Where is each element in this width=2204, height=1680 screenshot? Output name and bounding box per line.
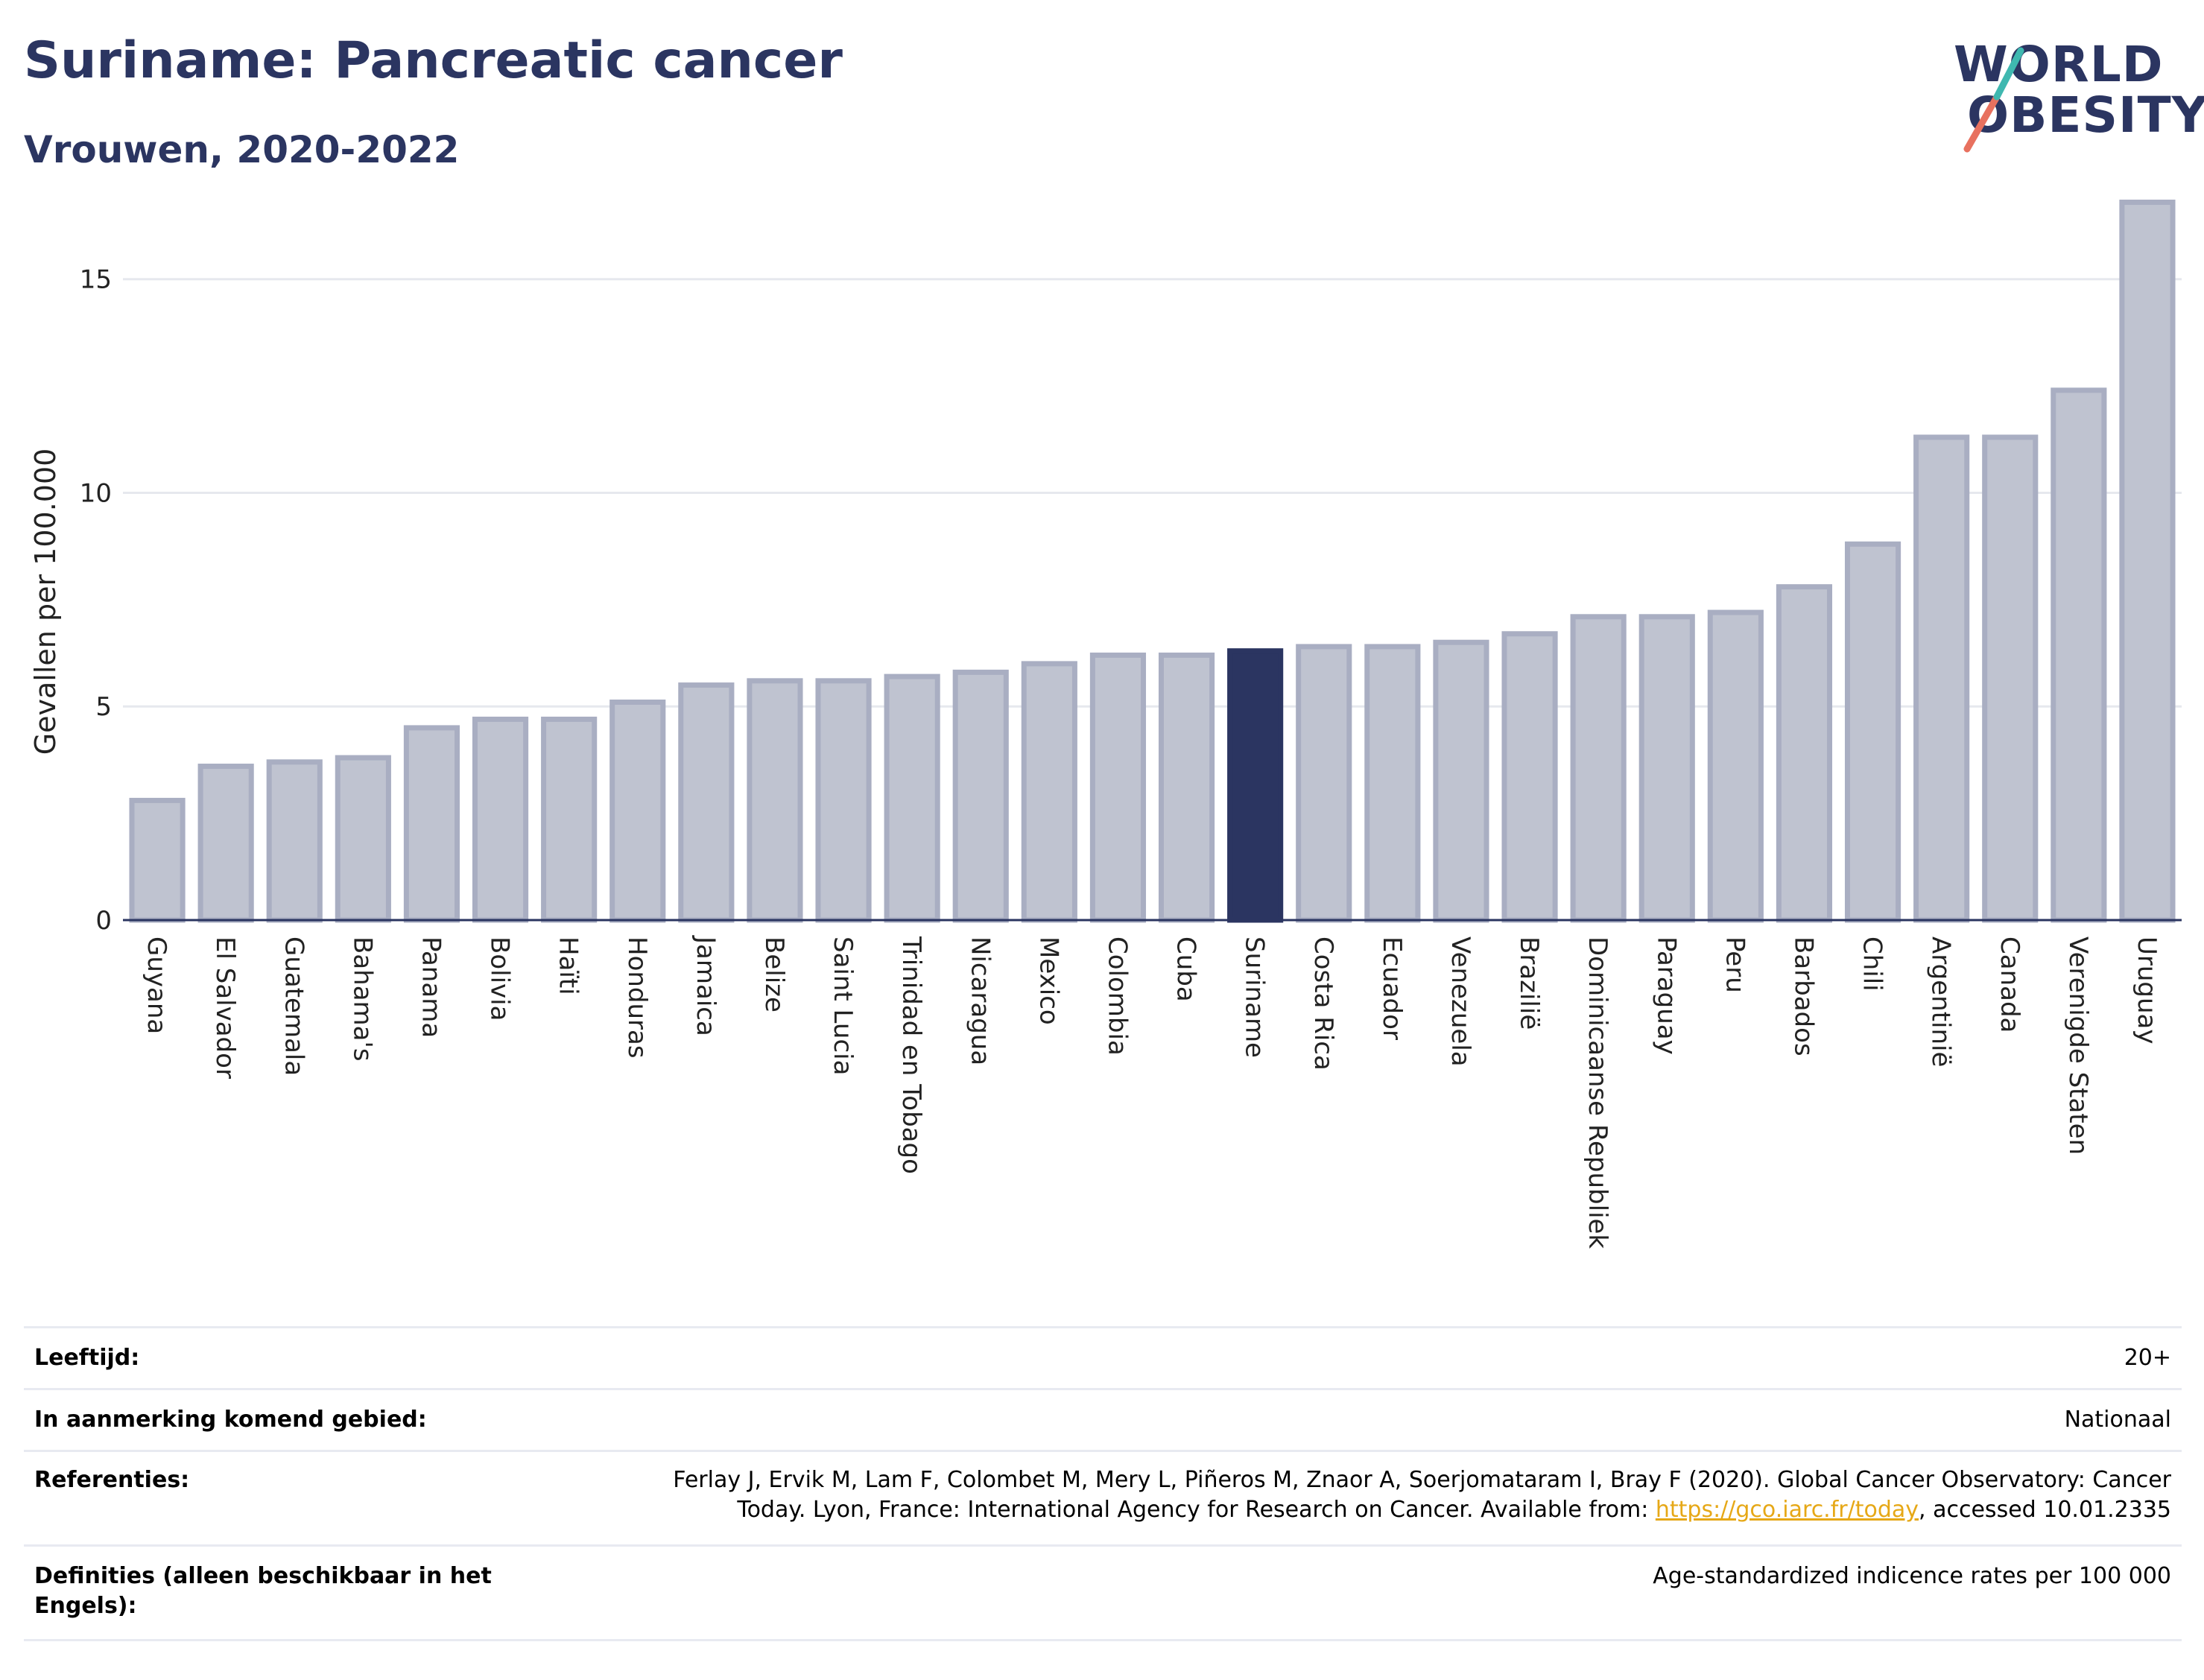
bar bbox=[1296, 644, 1352, 923]
bar bbox=[1089, 652, 1147, 923]
references-line-2: Today. Lyon, France: International Agenc… bbox=[607, 1495, 2171, 1525]
references-label: Referenties: bbox=[34, 1467, 190, 1493]
age-label: Leeftijd: bbox=[34, 1345, 140, 1371]
x-tick-label: Peru bbox=[1720, 936, 1749, 993]
world-obesity-logo: WORLD OBESITY bbox=[1937, 21, 2204, 170]
info-row-area: In aanmerking komend gebied: Nationaal bbox=[24, 1388, 2182, 1450]
page-subtitle: Vrouwen, 2020-2022 bbox=[24, 128, 460, 171]
bar bbox=[678, 682, 735, 923]
bar bbox=[197, 764, 254, 923]
bar bbox=[266, 759, 323, 923]
x-tick-label: Uruguay bbox=[2132, 936, 2162, 1045]
x-tick-label: Panama bbox=[416, 936, 446, 1038]
x-tick-label: Honduras bbox=[622, 936, 652, 1059]
x-tick-label: Haïti bbox=[554, 936, 583, 995]
y-tick-label: 5 bbox=[95, 692, 112, 722]
bar bbox=[1638, 614, 1695, 923]
x-tick-label: El Salvador bbox=[210, 936, 240, 1079]
bar bbox=[1844, 541, 1901, 923]
x-tick-label: Jamaica bbox=[691, 935, 721, 1036]
bar bbox=[403, 725, 460, 923]
x-tick-label: Venezuela bbox=[1445, 936, 1475, 1067]
x-tick-label: Belize bbox=[759, 936, 789, 1012]
definitions-label: Definities (alleen beschikbaar in het En… bbox=[34, 1563, 492, 1619]
x-tick-label: Chili bbox=[1858, 936, 1887, 992]
bar bbox=[1433, 639, 1489, 923]
x-tick-label: Colombia bbox=[1102, 936, 1132, 1056]
bar bbox=[1982, 434, 2039, 923]
info-row-definitions: Definities (alleen beschikbaar in het En… bbox=[24, 1544, 2182, 1641]
bar bbox=[1570, 614, 1627, 923]
definitions-value: Age-standardized indicence rates per 100… bbox=[1653, 1563, 2171, 1589]
bar bbox=[2119, 199, 2176, 923]
bar bbox=[884, 673, 940, 923]
x-tick-label: Paraguay bbox=[1651, 936, 1681, 1055]
logo-text-obesity: OBESITY bbox=[1967, 86, 2204, 144]
x-tick-label: Mexico bbox=[1033, 936, 1063, 1025]
references-accessed: , accessed 10.01.2335 bbox=[1919, 1497, 2171, 1523]
bar bbox=[1501, 631, 1558, 923]
x-tick-label: Guyana bbox=[142, 936, 171, 1034]
bar bbox=[472, 716, 529, 923]
references-value: Ferlay J, Ervik M, Lam F, Colombet M, Me… bbox=[607, 1465, 2171, 1525]
bar bbox=[1227, 648, 1284, 923]
x-tick-label: Cuba bbox=[1171, 936, 1201, 1002]
area-label: In aanmerking komend gebied: bbox=[34, 1407, 427, 1433]
y-tick-label: 10 bbox=[80, 478, 112, 508]
info-table: Leeftijd: 20+ In aanmerking komend gebie… bbox=[24, 1326, 2182, 1641]
logo-slash-icon bbox=[1963, 47, 2024, 153]
x-tick-label: Nicaragua bbox=[965, 936, 995, 1065]
x-tick-label: Dominicaanse Republiek bbox=[1583, 936, 1612, 1249]
bar bbox=[815, 678, 872, 923]
x-tick-label: Costa Rica bbox=[1308, 936, 1338, 1071]
y-axis-label: Gevallen per 100.000 bbox=[29, 448, 62, 755]
y-tick-label: 0 bbox=[95, 906, 112, 936]
x-tick-label: Saint Lucia bbox=[828, 936, 858, 1075]
bar bbox=[1021, 661, 1077, 923]
x-tick-label: Guatemala bbox=[279, 936, 308, 1076]
references-line-1: Ferlay J, Ervik M, Lam F, Colombet M, Me… bbox=[673, 1467, 2171, 1493]
info-row-age: Leeftijd: 20+ bbox=[24, 1326, 2182, 1388]
references-link[interactable]: https://gco.iarc.fr/today bbox=[1655, 1497, 1919, 1523]
bar-chart: 0 5 10 15 Gevallen per 100.000 Guyana El Salva… bbox=[29, 199, 2182, 1249]
age-value: 20+ bbox=[2124, 1345, 2171, 1371]
bar bbox=[1364, 644, 1421, 923]
bar bbox=[609, 700, 666, 923]
bar bbox=[335, 755, 391, 923]
bar bbox=[2051, 387, 2107, 923]
x-tick-label: Suriname bbox=[1240, 936, 1270, 1058]
x-tick-label: Bolivia bbox=[485, 936, 515, 1021]
area-value: Nationaal bbox=[2064, 1407, 2171, 1433]
bar bbox=[1158, 652, 1215, 923]
references-text: Today. Lyon, France: International Agenc… bbox=[737, 1497, 1656, 1523]
bar bbox=[129, 797, 186, 923]
logo-text-world: WORLD bbox=[1954, 36, 2164, 93]
info-row-references: Referenties: Ferlay J, Ervik M, Lam F, C… bbox=[24, 1450, 2182, 1544]
bar bbox=[1913, 434, 1970, 923]
x-tick-label: Verenigde Staten bbox=[2063, 936, 2093, 1155]
x-tick-label: Argentinië bbox=[1926, 936, 1956, 1067]
bar bbox=[1776, 584, 1833, 923]
page-title: Suriname: Pancreatic cancer bbox=[24, 31, 843, 90]
bar bbox=[1707, 609, 1764, 923]
x-tick-label: Trinidad en Tobago bbox=[896, 936, 926, 1174]
x-tick-label: Brazilië bbox=[1514, 936, 1544, 1030]
x-tick-label: Bahama's bbox=[347, 936, 377, 1062]
x-tick-label: Canada bbox=[1995, 936, 2024, 1033]
y-tick-label: 15 bbox=[80, 265, 112, 295]
bar bbox=[747, 678, 803, 923]
bar bbox=[952, 669, 1009, 923]
x-tick-label: Barbados bbox=[1788, 936, 1818, 1056]
bar bbox=[541, 716, 598, 923]
x-tick-label: Ecuador bbox=[1377, 936, 1407, 1040]
